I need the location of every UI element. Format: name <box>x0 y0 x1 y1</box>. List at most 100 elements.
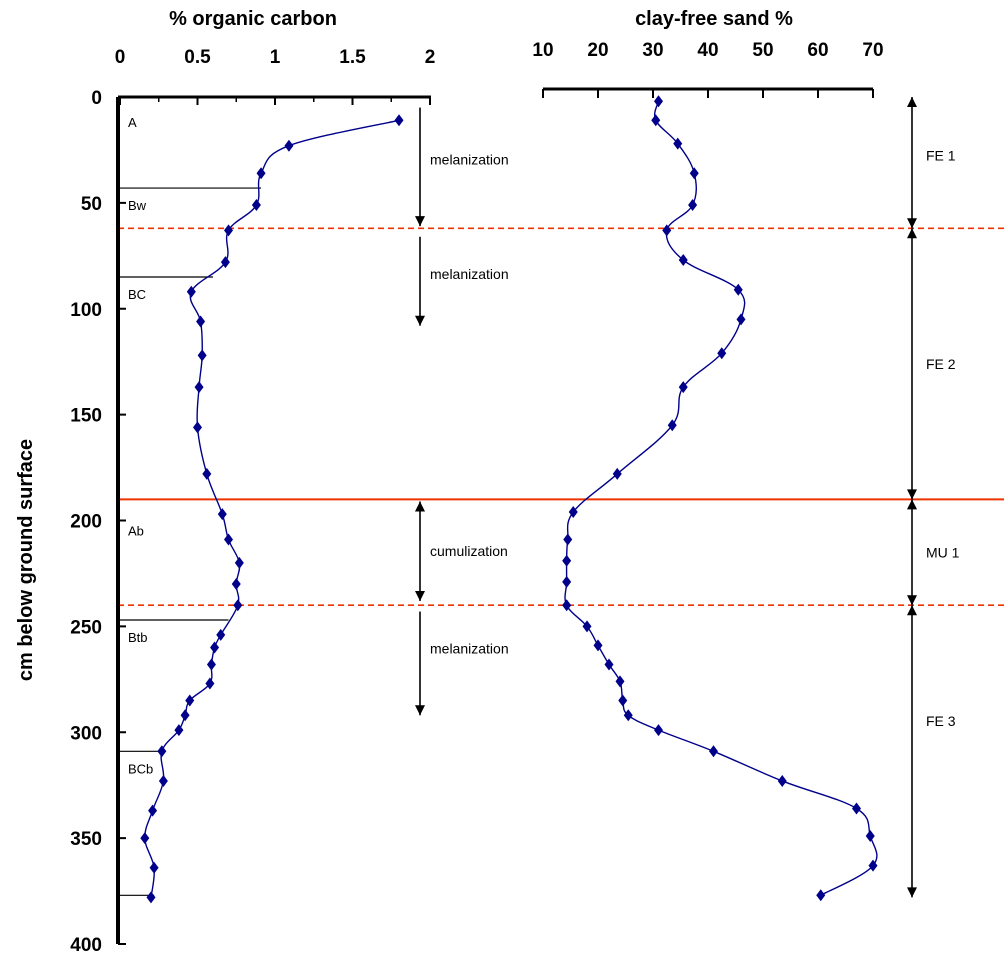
organic-carbon-point <box>231 578 241 591</box>
sand-point <box>689 167 699 180</box>
organic-carbon-point <box>194 381 204 394</box>
organic-carbon-point <box>220 256 230 269</box>
x-tick-label-right: 70 <box>862 40 883 61</box>
process-label: melanization <box>430 641 509 657</box>
unit-arrow-head-bottom <box>907 887 917 898</box>
organic-carbon-point <box>146 891 156 904</box>
unit-arrow-head-top <box>907 499 917 510</box>
sand-point <box>651 114 661 127</box>
sand-point <box>562 575 572 588</box>
x-tick-label-right: 60 <box>807 40 828 61</box>
unit-label: FE 3 <box>926 713 956 729</box>
sand-point <box>673 137 683 150</box>
horizon-label: Btb <box>128 630 148 645</box>
organic-carbon-point <box>217 508 227 521</box>
organic-carbon-point <box>206 658 216 671</box>
unit-arrow-head-bottom <box>907 218 917 229</box>
x-tick-label-right: 20 <box>587 40 608 61</box>
sand-point <box>562 554 572 567</box>
organic-carbon-point <box>149 861 159 874</box>
sand-point <box>852 802 861 815</box>
unit-arrow-head-top <box>907 605 917 616</box>
sand-point <box>678 381 688 394</box>
sand-point <box>604 658 614 671</box>
process-arrow-head-top <box>415 501 425 512</box>
organic-carbon-point <box>140 832 150 845</box>
organic-carbon-point <box>224 533 233 546</box>
process-label: melanization <box>430 152 509 168</box>
sand-point <box>568 506 578 519</box>
process-arrow-head <box>415 315 425 326</box>
unit-label: FE 1 <box>926 148 956 164</box>
organic-carbon-point <box>256 167 266 180</box>
sand-point <box>593 639 603 652</box>
process-arrow-head <box>415 216 425 227</box>
sand-point <box>612 467 622 480</box>
organic-carbon-point <box>186 285 196 298</box>
data-layer <box>140 95 878 904</box>
horizon-label: Bw <box>128 198 147 213</box>
unit-label: MU 1 <box>926 544 960 560</box>
sand-point <box>868 859 878 872</box>
process-label: cumulization <box>430 543 508 559</box>
right-chart-title: clay-free sand % <box>635 8 793 30</box>
x-tick-label-left: 2 <box>425 47 436 68</box>
organic-carbon-point <box>193 421 202 434</box>
organic-carbon-point <box>148 804 158 817</box>
organic-carbon-point <box>174 724 184 737</box>
x-tick-label-left: 0 <box>115 47 126 68</box>
background-layer <box>118 227 1004 607</box>
organic-carbon-point <box>224 224 233 237</box>
organic-carbon-point <box>158 774 168 787</box>
y-tick-label: 250 <box>70 617 102 638</box>
x-tick-label-left: 0.5 <box>184 47 211 68</box>
y-tick-label: 0 <box>91 88 102 109</box>
sand-line <box>564 101 878 896</box>
sand-point <box>654 95 663 108</box>
sand-point <box>667 419 677 432</box>
sand-point <box>582 620 592 633</box>
organic-carbon-point <box>210 641 220 654</box>
unit-arrow-head-top <box>907 97 917 107</box>
process-label: melanization <box>430 266 509 282</box>
organic-carbon-line <box>144 119 400 898</box>
organic-carbon-point <box>202 467 212 480</box>
organic-carbon-point <box>196 315 206 328</box>
x-tick-label-right: 40 <box>697 40 718 61</box>
sand-point <box>562 599 572 612</box>
horizon-label: BCb <box>128 761 153 776</box>
sand-point <box>709 745 718 758</box>
sand-point <box>865 830 875 843</box>
horizon-label: A <box>128 115 137 130</box>
y-axis-label: cm below ground surface <box>15 439 37 681</box>
sand-point <box>777 774 787 787</box>
horizon-label: Ab <box>128 524 144 539</box>
y-tick-label: 350 <box>70 829 102 850</box>
unit-arrow-head-top <box>907 228 917 239</box>
y-tick-label: 100 <box>70 300 102 321</box>
process-arrow-head <box>415 705 425 716</box>
sand-point <box>563 533 573 546</box>
sand-point <box>662 224 672 237</box>
sand-point <box>688 198 698 211</box>
y-tick-label: 150 <box>70 406 102 427</box>
x-tick-label-right: 30 <box>642 40 663 61</box>
sand-point <box>816 889 826 902</box>
sand-point <box>654 724 663 737</box>
sand-point <box>733 283 743 296</box>
organic-carbon-point <box>394 114 404 127</box>
left-chart-title: % organic carbon <box>169 8 337 30</box>
horizon-label: BC <box>128 287 146 302</box>
y-tick-label: 300 <box>70 723 102 744</box>
organic-carbon-point <box>284 139 294 152</box>
x-tick-label-right: 10 <box>532 40 553 61</box>
y-tick-label: 50 <box>81 194 102 215</box>
process-arrow-head-bottom <box>415 590 425 601</box>
sand-point <box>618 694 628 707</box>
sand-point <box>615 675 625 688</box>
organic-carbon-point <box>233 599 243 612</box>
unit-label: FE 2 <box>926 356 956 372</box>
sand-point <box>736 313 746 326</box>
